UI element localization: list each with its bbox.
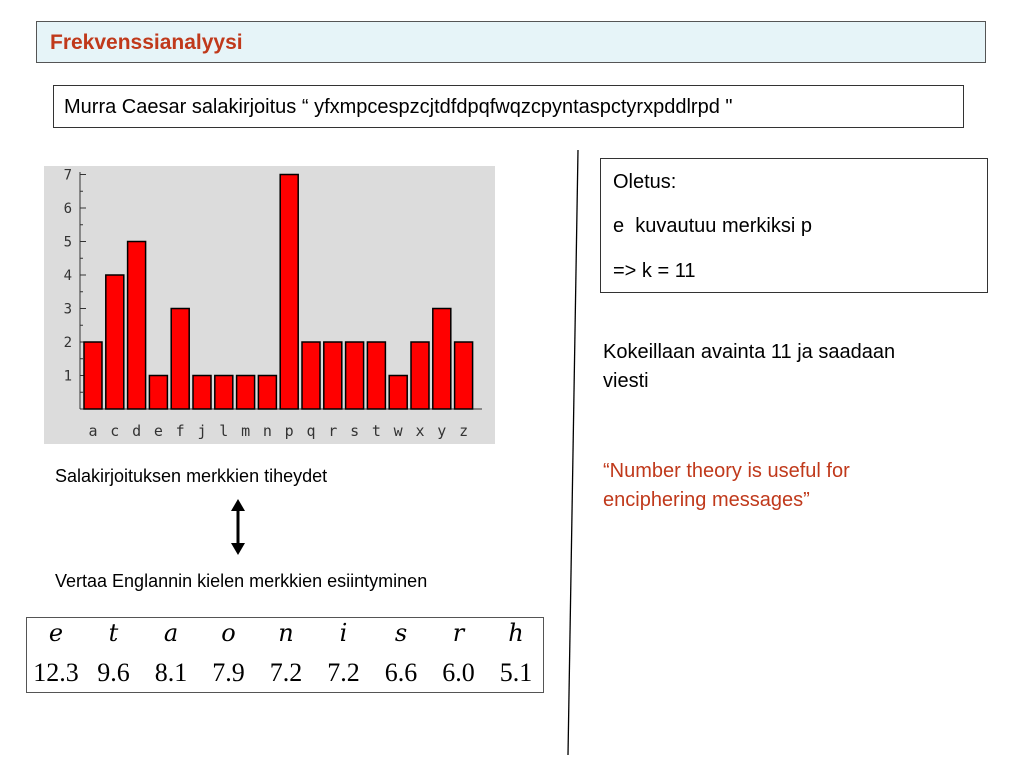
task-box: Murra Caesar salakirjoitus “ yfxmpcespzc… xyxy=(53,85,964,128)
bar-n xyxy=(257,374,278,410)
freq-letter-o: o xyxy=(221,619,236,647)
x-tick-label: t xyxy=(372,422,381,440)
bar-w xyxy=(388,374,408,410)
freq-value-o: 7.9 xyxy=(212,658,245,687)
bar-c xyxy=(105,274,125,410)
freq-value-e: 12.3 xyxy=(33,658,79,687)
freq-value-r: 6.0 xyxy=(442,658,475,687)
x-tick-label: f xyxy=(176,422,185,440)
bar-y xyxy=(432,307,452,410)
bar-j xyxy=(192,374,212,410)
bar-m xyxy=(235,374,256,410)
freq-letter-r: r xyxy=(452,619,465,647)
decrypted-message: “Number theory is useful for enciphering… xyxy=(603,460,850,511)
x-tick-label: w xyxy=(394,422,404,440)
freq-letter-i: i xyxy=(339,619,348,647)
freq-value-t: 9.6 xyxy=(97,658,130,687)
page-title: Frekvenssianalyysi xyxy=(50,31,243,54)
freq-value-a: 8.1 xyxy=(154,658,188,687)
y-tick-label: 4 xyxy=(64,268,72,284)
y-tick-label: 7 xyxy=(64,168,72,184)
freq-letter-n: n xyxy=(278,619,294,647)
title-box: Frekvenssianalyysi xyxy=(36,21,986,63)
x-tick-label: j xyxy=(197,422,206,440)
x-tick-label: z xyxy=(459,422,468,440)
y-tick-label: 5 xyxy=(64,235,72,251)
frequency-bar-chart: 1 2 3 4 5 6 7 a c d e f j l m n p q r s t w x y z xyxy=(44,166,495,444)
english-frequency-table: e 12.3 t 9.6 a 8.1 o 7.9 n 7.2 i 7.2 s 6.6 r 6.0 h 5.1 xyxy=(26,617,544,693)
bar-d xyxy=(126,240,147,410)
freq-letter-a: a xyxy=(163,619,179,647)
freq-letter-t: t xyxy=(108,619,119,647)
y-tick-label: 6 xyxy=(64,201,72,217)
assumption-box: Oletus: e kuvautuu merkiksi p => k = 11 xyxy=(600,158,988,293)
freq-value-i: 7.2 xyxy=(327,658,360,687)
bar-t xyxy=(366,341,387,410)
bar-f xyxy=(170,307,190,410)
assumption-key: => k = 11 xyxy=(613,260,696,282)
x-tick-label: x xyxy=(415,422,424,440)
double-arrow-icon xyxy=(231,499,245,555)
task-text: Murra Caesar salakirjoitus “ yfxmpcespzc… xyxy=(64,96,733,118)
x-tick-label: r xyxy=(328,422,337,440)
bar-z xyxy=(453,341,474,410)
assumption-mapping: e kuvautuu merkiksi p xyxy=(613,215,812,237)
x-tick-label: a xyxy=(88,422,97,440)
x-tick-label: p xyxy=(285,422,294,440)
freq-value-h: 5.1 xyxy=(499,658,533,687)
bar-p xyxy=(279,173,299,410)
x-tick-label: m xyxy=(241,422,250,440)
bar-l xyxy=(214,374,234,410)
y-tick-label: 3 xyxy=(64,302,72,318)
y-tick-label: 1 xyxy=(64,369,72,385)
bar-e xyxy=(148,374,169,410)
freq-letter-h: h xyxy=(508,619,524,647)
x-tick-label: l xyxy=(219,422,228,440)
bar-q xyxy=(301,341,321,410)
compare-caption: Vertaa Englannin kielen merkkien esiinty… xyxy=(55,571,428,591)
freq-letter-e: e xyxy=(48,619,64,647)
x-tick-label: s xyxy=(350,422,359,440)
chart-caption: Salakirjoituksen merkkien tiheydet xyxy=(55,466,328,486)
x-tick-label: n xyxy=(263,422,272,440)
freq-letter-s: s xyxy=(394,619,408,647)
try-key-text: Kokeillaan avainta 11 ja saadaan viesti xyxy=(603,341,896,392)
bar-x xyxy=(410,341,430,410)
bar-a xyxy=(83,341,103,410)
freq-value-s: 6.6 xyxy=(384,658,418,687)
y-tick-label: 2 xyxy=(64,335,72,351)
x-tick-label: y xyxy=(437,422,446,440)
bar-s xyxy=(344,341,365,410)
x-tick-label: d xyxy=(132,422,141,440)
x-tick-label: e xyxy=(154,422,163,440)
x-tick-label: q xyxy=(306,422,315,440)
assumption-heading: Oletus: xyxy=(613,171,677,193)
freq-value-n: 7.2 xyxy=(269,658,303,687)
bar-r xyxy=(323,341,343,410)
x-tick-label: c xyxy=(110,422,119,440)
